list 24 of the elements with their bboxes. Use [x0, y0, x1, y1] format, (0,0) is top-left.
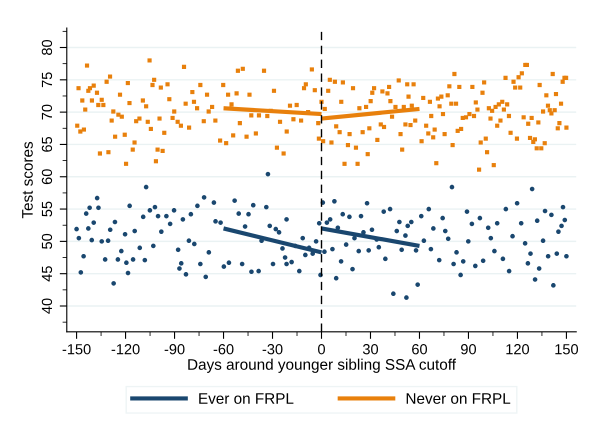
legend-label: Ever on FRPL — [199, 393, 294, 404]
x-tick-label: -90 — [164, 344, 185, 354]
y-tick-label: 65 — [42, 136, 52, 152]
x-tick-label: 30 — [362, 344, 378, 354]
x-tick-label: -30 — [262, 344, 282, 354]
y-tick-label: 50 — [42, 234, 52, 249]
y-tick-label: 80 — [42, 40, 52, 55]
y-tick-label: 45 — [42, 266, 52, 282]
y-tick-label: 40 — [42, 298, 52, 314]
x-tick-label: 150 — [555, 344, 578, 354]
x-tick-label: -60 — [214, 344, 234, 354]
y-tick-label: 75 — [42, 72, 52, 88]
x-tick-label: -150 — [62, 344, 91, 354]
y-axis-title: Test scores — [22, 142, 33, 218]
x-tick-label: 90 — [461, 344, 476, 354]
x-tick-label: -120 — [112, 344, 140, 354]
y-tick-label: 60 — [42, 169, 52, 184]
x-axis-title: Days around younger sibling SSA cutoff — [188, 358, 456, 373]
y-tick-label: 70 — [42, 104, 52, 120]
x-tick-label: 0 — [318, 344, 325, 354]
y-tick-label: 55 — [42, 202, 52, 217]
legend-label: Never on FRPL — [406, 393, 510, 404]
x-tick-label: 120 — [506, 344, 530, 354]
x-tick-label: 60 — [412, 344, 428, 354]
